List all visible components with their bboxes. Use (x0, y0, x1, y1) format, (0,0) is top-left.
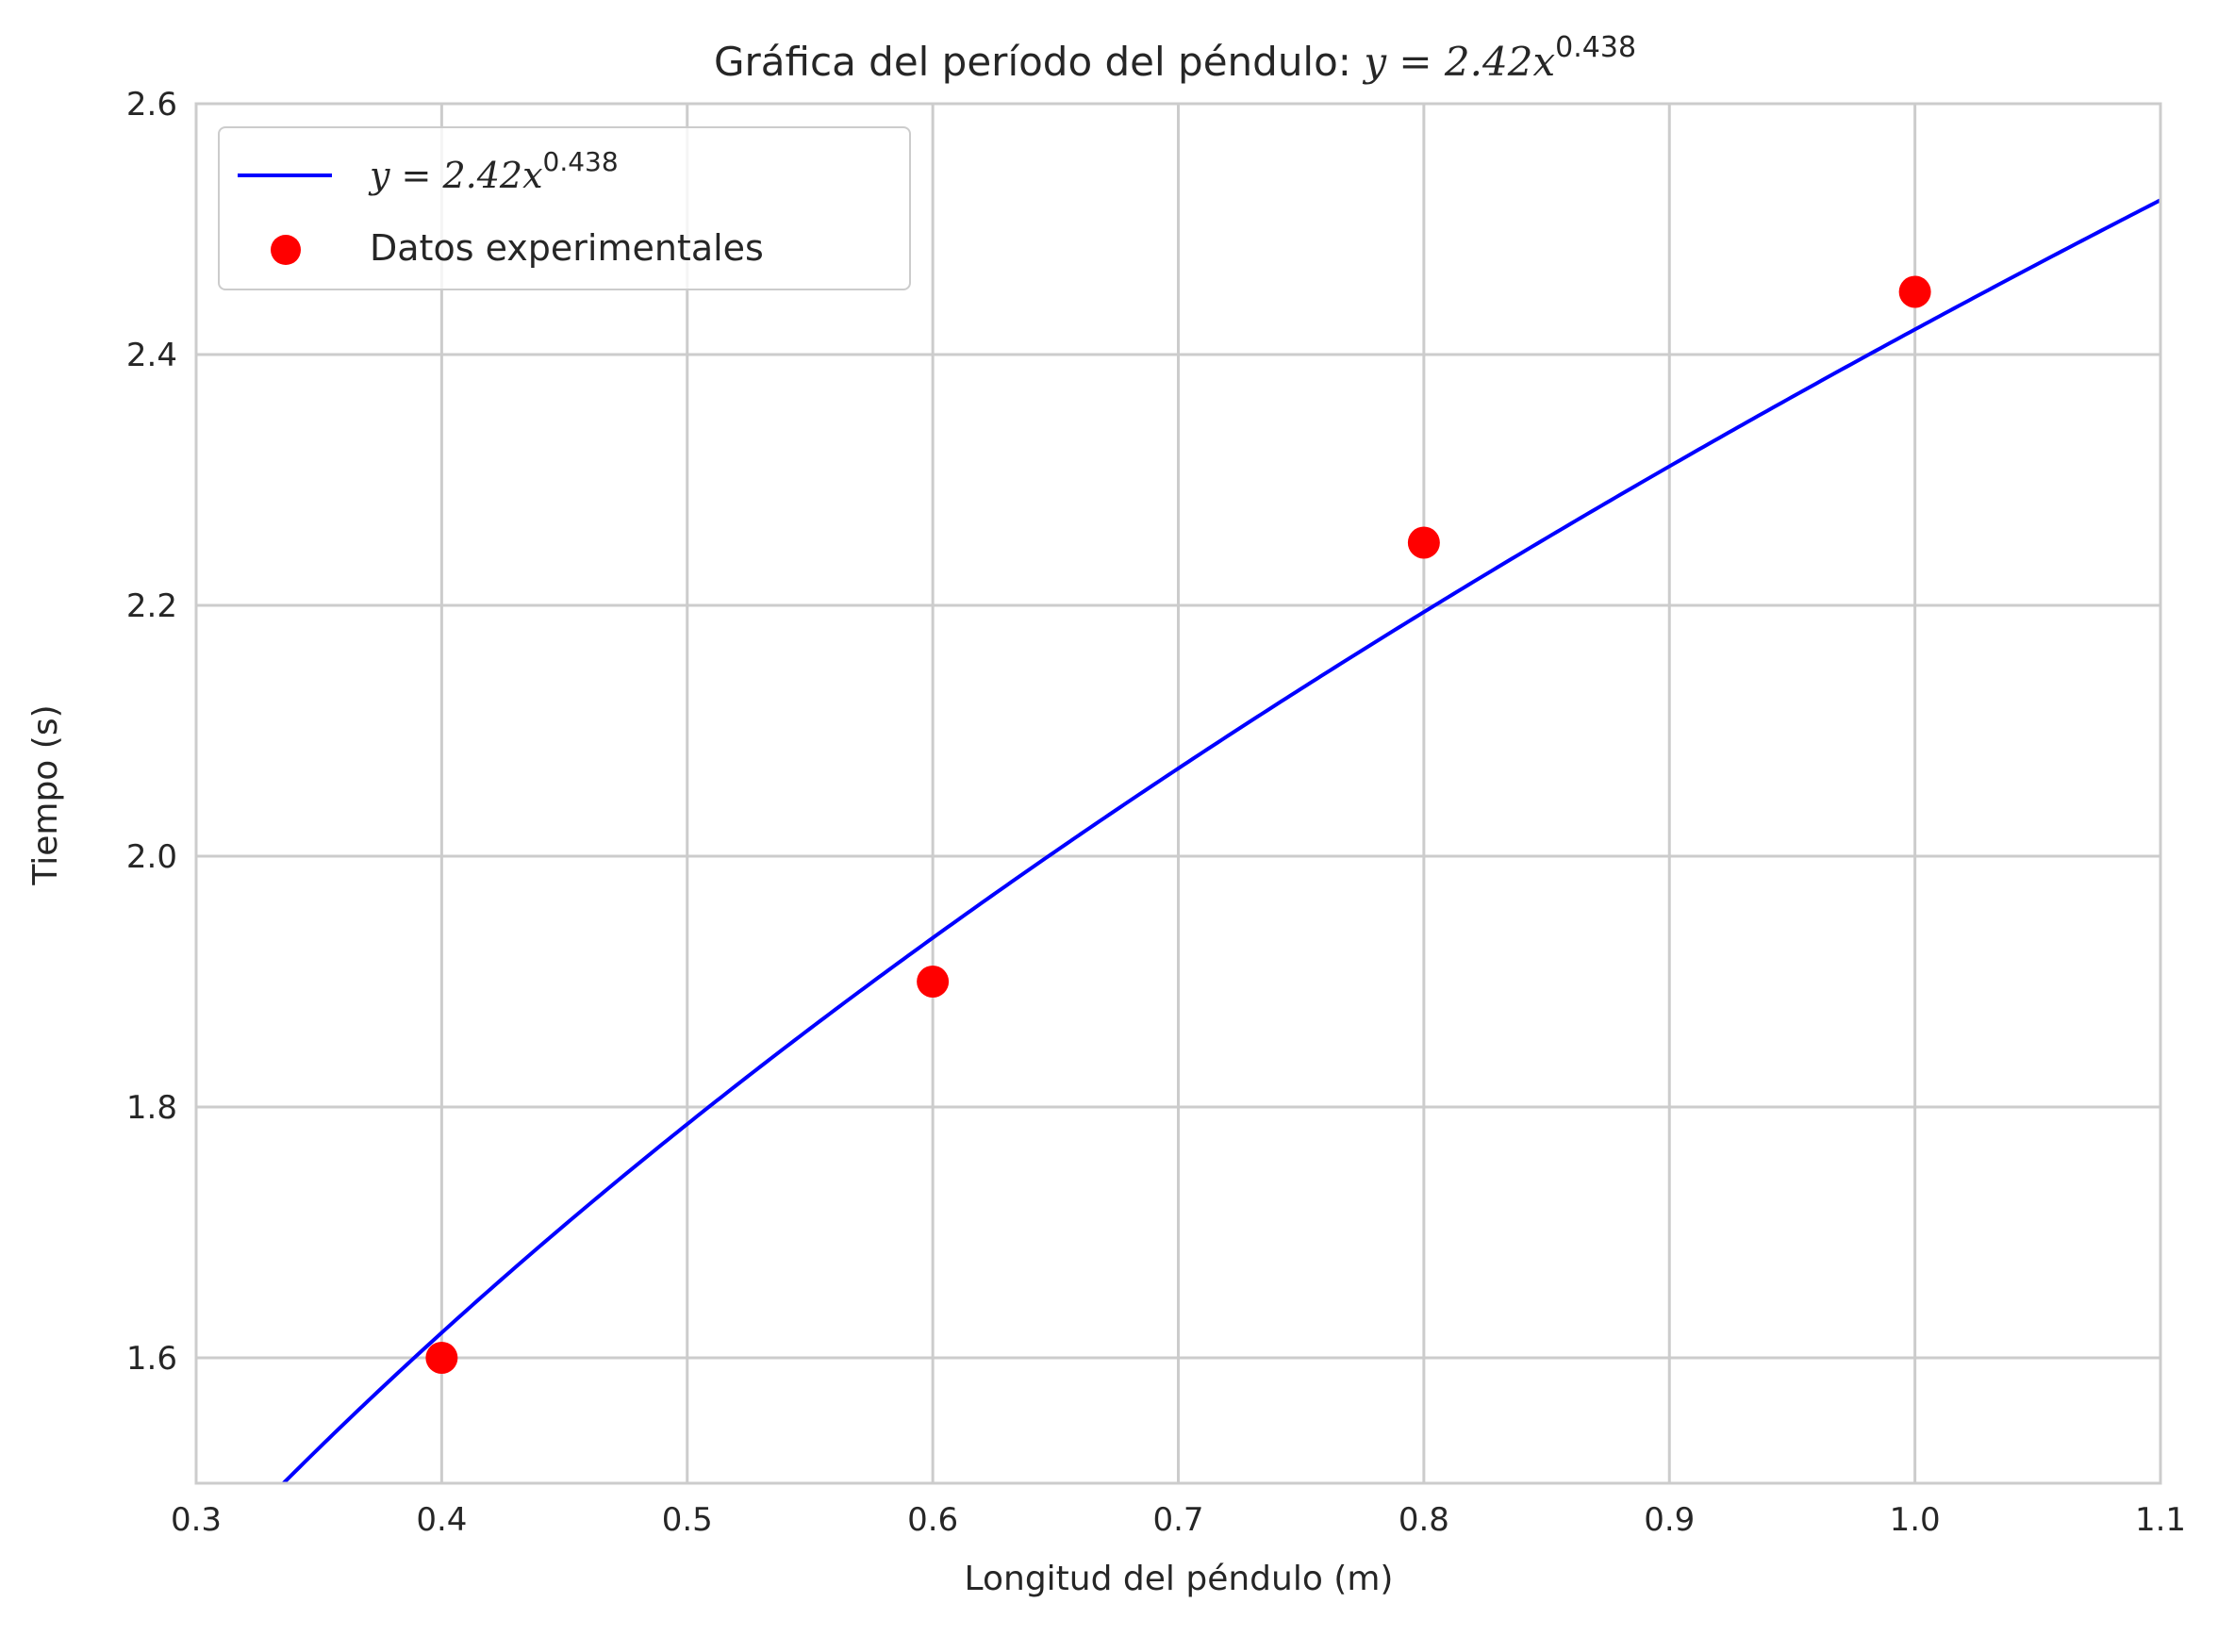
y-tick-label: 2.4 (126, 337, 177, 374)
y-tick-label: 2.6 (126, 86, 177, 124)
legend-line-label-exponent: 0.438 (543, 146, 619, 177)
y-tick-label: 1.6 (126, 1340, 177, 1378)
x-tick-label: 1.1 (2135, 1501, 2186, 1539)
y-axis-label: Tiempo (s) (26, 704, 65, 885)
scatter-group (425, 275, 1931, 1374)
grid (194, 102, 2162, 1483)
data-point (425, 1342, 458, 1374)
x-tick-label: 0.9 (1644, 1501, 1695, 1539)
plot-area (194, 102, 2162, 1485)
legend-frame (218, 126, 911, 290)
legend-line-label: y = 2.42x0.438 (368, 146, 619, 196)
x-tick-label: 1.0 (1890, 1501, 1941, 1539)
x-tick-label: 0.8 (1399, 1501, 1449, 1539)
y-tick-label: 1.8 (126, 1089, 177, 1127)
x-tick-label: 0.7 (1152, 1501, 1203, 1539)
chart-title: Gráfica del período del péndulo: y = 2.4… (714, 31, 1636, 85)
y-tick-label: 2.2 (126, 587, 177, 625)
data-point (1407, 526, 1440, 559)
fit-line-group (280, 198, 2160, 1483)
plot-frame (194, 102, 2162, 1485)
fit-line (280, 198, 2160, 1483)
x-tick-label: 0.4 (416, 1501, 467, 1539)
x-tick-label: 0.5 (662, 1501, 713, 1539)
x-tick-label: 0.6 (907, 1501, 958, 1539)
y-tick-labels: 1.6 1.8 2.0 2.2 2.4 2.6 (126, 86, 177, 1378)
chart-title-exponent: 0.438 (1555, 31, 1636, 64)
chart-title-math-x: x (1532, 39, 1555, 85)
data-point (917, 966, 950, 998)
legend-line-label-var: x (522, 155, 542, 196)
y-tick-label: 2.0 (126, 838, 177, 876)
x-axis-label: Longitud del péndulo (m) (965, 1560, 1394, 1598)
legend-scatter-marker (271, 235, 301, 265)
chart-title-math-y: y = 2.42 (1362, 39, 1532, 85)
chart-title-text: Gráfica del período del péndulo: (714, 39, 1364, 85)
x-tick-label: 0.3 (171, 1501, 222, 1539)
legend: y = 2.42x0.438 Datos experimentales (218, 126, 911, 290)
legend-scatter-label: Datos experimentales (370, 227, 764, 269)
legend-line-label-coef: y = 2.42 (368, 155, 522, 196)
x-tick-labels: 0.3 0.4 0.5 0.6 0.7 0.8 0.9 1.0 1.1 (171, 1501, 2186, 1539)
data-point (1898, 275, 1931, 308)
